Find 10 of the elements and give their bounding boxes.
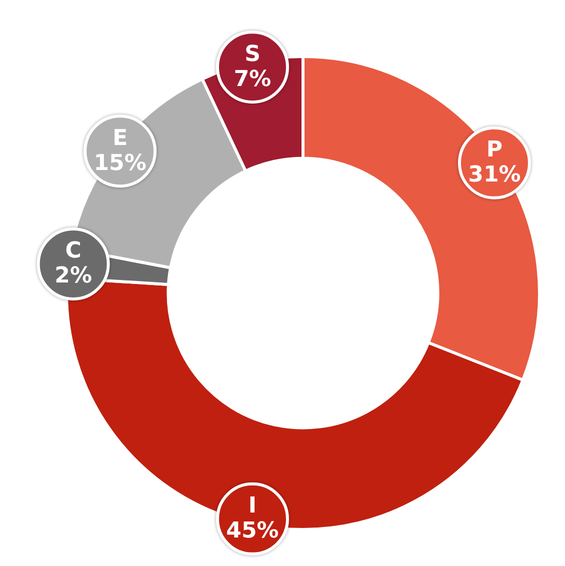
data-label: 7% [234, 66, 272, 92]
data-label: 2% [54, 264, 92, 289]
data-label: 15% [94, 150, 146, 176]
slice-label: C [65, 238, 82, 264]
slice-label: P [486, 138, 503, 163]
slice-label: I [248, 494, 257, 519]
slice-label: E [112, 126, 128, 151]
data-label: 31% [468, 162, 521, 188]
data-label: 45% [226, 518, 279, 544]
slice-label: S [244, 42, 260, 67]
